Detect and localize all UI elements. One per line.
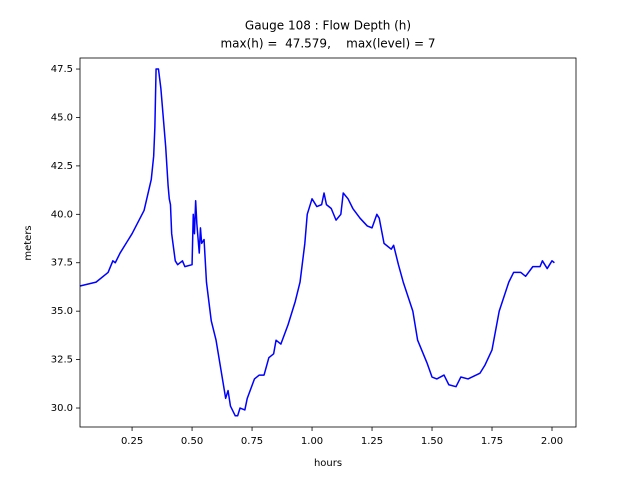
x-tick-label: 0.25	[121, 436, 143, 447]
x-tick-label: 0.75	[241, 436, 263, 447]
x-axis-label: hours	[314, 458, 342, 469]
chart-subtitle: max(h) = 47.579, max(level) = 7	[220, 37, 435, 51]
y-axis-label: meters	[23, 225, 34, 260]
plot-frame	[79, 57, 577, 428]
y-tick-label: 45.0	[51, 112, 73, 123]
y-tick-label: 32.5	[51, 355, 73, 366]
y-tick-label: 30.0	[51, 403, 73, 414]
y-tick-label: 47.5	[51, 64, 73, 75]
x-tick-label: 2.00	[541, 436, 563, 447]
y-tick-label: 40.0	[51, 209, 73, 220]
y-tick-label: 42.5	[51, 161, 73, 172]
x-tick-label: 1.00	[301, 436, 323, 447]
x-tick-label: 1.75	[481, 436, 503, 447]
x-tick-label: 1.25	[361, 436, 383, 447]
y-tick-label: 35.0	[51, 306, 73, 317]
x-tick-label: 1.50	[421, 436, 443, 447]
x-tick-label: 0.50	[181, 436, 203, 447]
y-tick-label: 37.5	[51, 258, 73, 269]
chart-title: Gauge 108 : Flow Depth (h)	[245, 19, 411, 33]
data-line	[79, 68, 555, 417]
